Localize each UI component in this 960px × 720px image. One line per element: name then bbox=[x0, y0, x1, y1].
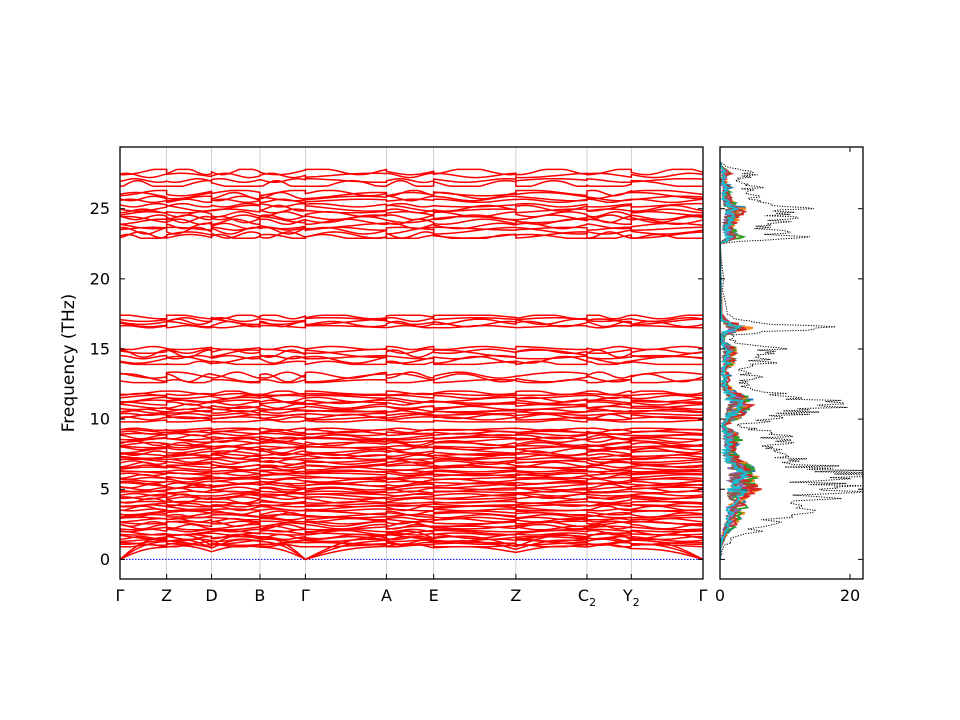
band-plot-frame bbox=[119, 146, 704, 580]
phonon-band-line bbox=[120, 394, 703, 400]
phonon-band-line bbox=[120, 412, 703, 417]
y-axis-label: Frequency (THz) bbox=[59, 294, 79, 433]
phonon-band-line bbox=[120, 483, 703, 489]
dos-x-tick-label: 0 bbox=[715, 586, 725, 605]
phonon-band-line bbox=[120, 487, 703, 493]
projected-dos-curve bbox=[720, 161, 762, 560]
phonon-band-line bbox=[120, 469, 703, 473]
phonon-band-line bbox=[120, 456, 703, 461]
phonon-band-line bbox=[120, 517, 703, 523]
phonon-band-line bbox=[120, 450, 703, 457]
projected-dos-curve bbox=[720, 161, 751, 560]
phonon-band-line bbox=[120, 401, 703, 406]
phonon-band-line bbox=[120, 355, 703, 364]
band-lines bbox=[120, 147, 703, 579]
phonon-band-line bbox=[120, 480, 703, 485]
y-tick-label: 10 bbox=[90, 410, 110, 429]
phonon-band-line bbox=[120, 419, 703, 423]
phonon-band-line bbox=[120, 510, 703, 516]
acoustic-band-line bbox=[120, 530, 703, 561]
y-tick-label: 20 bbox=[90, 269, 110, 288]
acoustic-band-line bbox=[120, 543, 703, 561]
phonon-band-line bbox=[120, 349, 703, 359]
phonon-band-line bbox=[120, 314, 703, 320]
phonon-band-line bbox=[120, 403, 703, 409]
x-tick-label: D bbox=[205, 586, 217, 605]
phonon-band-line bbox=[120, 408, 703, 413]
phonon-band-line bbox=[120, 497, 703, 504]
x-tick-label: Z bbox=[510, 586, 521, 605]
dos-axis-ticks: 0 20 bbox=[715, 147, 863, 605]
phonon-band-line bbox=[120, 528, 703, 533]
phonon-band-line bbox=[120, 413, 703, 420]
x-tick-label: A bbox=[381, 586, 392, 605]
dos-plot-frame bbox=[719, 146, 864, 580]
total-dos-curve bbox=[720, 161, 863, 560]
phonon-band-line bbox=[120, 390, 703, 396]
phonon-band-line bbox=[120, 316, 703, 323]
phonon-band-line bbox=[120, 466, 703, 471]
phonon-band-line bbox=[120, 508, 703, 512]
phonon-band-line bbox=[120, 231, 703, 239]
phonon-band-line bbox=[120, 436, 703, 441]
band-structure-plot: 0 5 10 15 20 25 Γ Z D B Γ A E Z C2 Y2 Γ Frequency (THz) bbox=[59, 146, 708, 609]
x-tick-label: Z bbox=[161, 586, 172, 605]
phonon-band-line bbox=[120, 202, 703, 208]
phonon-band-line bbox=[120, 473, 703, 479]
band-axis-ticks: 0 5 10 15 20 25 Γ Z D B Γ A E Z C2 Y2 Γ bbox=[90, 199, 708, 609]
phonon-band-line bbox=[120, 189, 703, 197]
phonon-band-line bbox=[120, 502, 703, 507]
phonon-band-line bbox=[120, 453, 703, 458]
acoustic-band-line bbox=[120, 536, 703, 561]
x-tick-label: E bbox=[429, 586, 439, 605]
phonon-band-line bbox=[120, 345, 703, 351]
phonon-band-line bbox=[120, 478, 703, 483]
phonon-band-line bbox=[120, 458, 703, 464]
phonon-band-line bbox=[120, 492, 703, 497]
x-tick-label: B bbox=[254, 586, 265, 605]
x-tick-label: Y2 bbox=[622, 586, 640, 609]
dos-curves bbox=[720, 161, 863, 560]
y-tick-label: 0 bbox=[100, 550, 110, 569]
phonon-band-line bbox=[120, 204, 703, 212]
phonon-band-line bbox=[120, 505, 703, 512]
phonon-band-line bbox=[120, 513, 703, 519]
phonon-band-line bbox=[120, 198, 703, 204]
phonon-band-line bbox=[120, 179, 703, 188]
phonon-band-line bbox=[120, 324, 703, 329]
phonon-band-line bbox=[120, 320, 703, 328]
y-tick-label: 25 bbox=[90, 199, 110, 218]
phonon-band-line bbox=[120, 378, 703, 384]
phonon-band-line bbox=[120, 472, 703, 477]
x-tick-label: Γ bbox=[699, 586, 708, 605]
phonon-band-line bbox=[120, 437, 703, 443]
phonon-band-line bbox=[120, 446, 703, 451]
phonon-band-line bbox=[120, 493, 703, 500]
phonon-band-line bbox=[120, 195, 703, 202]
phonon-band-line bbox=[120, 168, 703, 176]
dos-x-tick-label: 20 bbox=[840, 586, 860, 605]
dos-plot: 0 20 bbox=[715, 146, 864, 605]
phonon-band-line bbox=[120, 177, 703, 184]
x-tick-label: C2 bbox=[578, 586, 596, 609]
y-tick-label: 5 bbox=[100, 480, 110, 499]
phonon-band-line bbox=[120, 520, 703, 528]
x-tick-label: Γ bbox=[116, 586, 125, 605]
phonon-band-line bbox=[120, 371, 703, 379]
phonon-band-line bbox=[120, 486, 703, 491]
y-tick-label: 15 bbox=[90, 339, 110, 358]
phonon-band-line bbox=[120, 226, 703, 231]
phonon-band-line bbox=[120, 464, 703, 469]
x-tick-label: Γ bbox=[301, 586, 310, 605]
phonon-band-line bbox=[120, 226, 703, 235]
phonon-band-line bbox=[120, 427, 703, 432]
